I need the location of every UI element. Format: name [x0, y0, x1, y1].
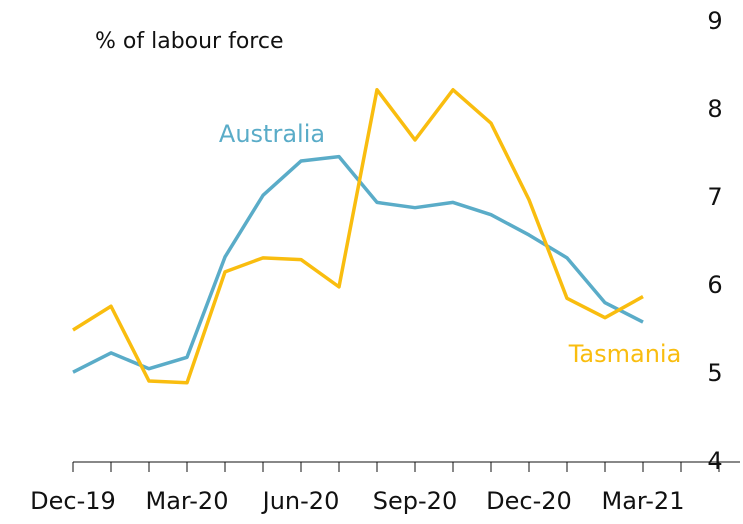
x-tick-label: Dec-19	[30, 487, 116, 515]
x-tick-label: Mar-21	[602, 487, 685, 515]
y-tick-label: 6	[707, 271, 722, 299]
x-tick-label: Jun-20	[261, 487, 340, 515]
line-series	[72, 88, 644, 385]
y-tick-label: 4	[707, 447, 722, 475]
x-tick-label: Mar-20	[146, 487, 229, 515]
y-tick-label: 8	[707, 95, 722, 123]
y-tick-label: 7	[707, 183, 722, 211]
y-axis-title: % of labour force	[95, 29, 284, 54]
x-tick-label: Dec-20	[486, 487, 572, 515]
x-tick-label: Sep-20	[373, 487, 457, 515]
y-tick-label: 5	[707, 359, 722, 387]
series-label: Australia	[219, 120, 325, 148]
series-label: Tasmania	[568, 340, 682, 368]
y-tick-label: 9	[707, 7, 722, 35]
